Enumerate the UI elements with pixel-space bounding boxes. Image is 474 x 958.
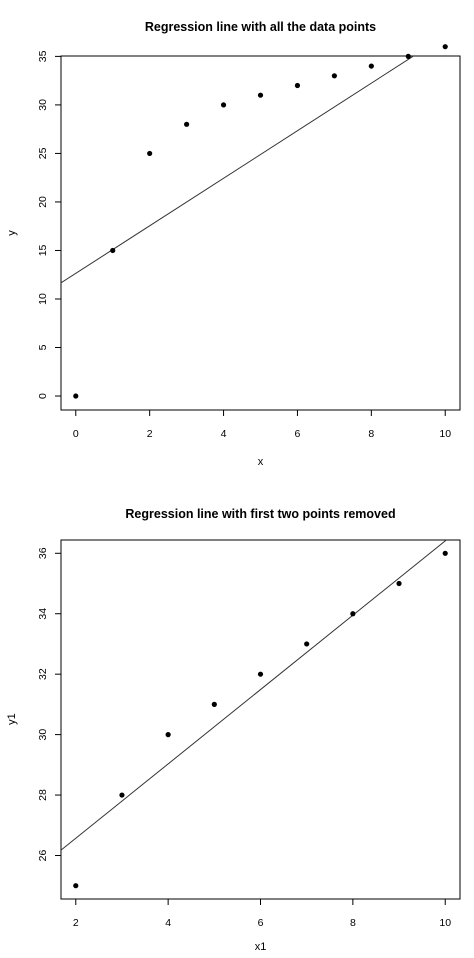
chart-1-y-axis-label: y xyxy=(6,230,18,236)
chart-1-data-point xyxy=(368,63,374,69)
chart-2-y-tick-label: 30 xyxy=(37,729,49,741)
chart-2-x-tick-label: 10 xyxy=(439,917,451,929)
chart-2-x-tick-label: 2 xyxy=(73,917,79,929)
chart-1-data-point xyxy=(184,121,190,127)
chart-1-x-tick-label: 4 xyxy=(221,428,227,440)
chart-1-data-point xyxy=(331,73,337,79)
chart-2-data-point xyxy=(211,701,217,707)
chart-1-x-tick-label: 2 xyxy=(147,428,153,440)
chart-2-plot-frame xyxy=(60,539,461,900)
chart-2-x-axis: 2 4 6 8 10 xyxy=(73,899,451,929)
chart-1: Regression line with all the data points… xyxy=(6,20,461,468)
chart-2-title: Regression line with first two points re… xyxy=(125,507,395,521)
chart-1-data-point xyxy=(110,247,116,254)
chart-2-y-axis-label: y1 xyxy=(6,713,18,725)
chart-2-data-point xyxy=(257,671,264,677)
chart-1-x-tick-label: 10 xyxy=(439,428,451,440)
chart-1-y-tick-label: 20 xyxy=(37,196,49,208)
chart-1-x-axis-label: x xyxy=(258,456,264,468)
chart-2-y-tick-label: 32 xyxy=(37,668,49,680)
chart-1-y-tick-label: 0 xyxy=(37,393,49,399)
chart-1-y-tick-label: 25 xyxy=(37,147,49,159)
chart-2-x-tick-label: 6 xyxy=(258,917,264,929)
chart-2-x-axis-label: x1 xyxy=(255,941,267,953)
chart-1-plot-frame xyxy=(60,55,461,411)
chart-1-x-axis: 0 2 4 6 8 10 xyxy=(73,410,451,440)
chart-1-data-point xyxy=(147,150,153,157)
chart-1-regression-layer xyxy=(61,56,415,284)
chart-1-data-point xyxy=(73,393,79,399)
chart-2-y-tick-label: 34 xyxy=(37,608,49,620)
chart-2-data-point xyxy=(304,641,310,647)
chart-1-regression-line xyxy=(61,56,415,284)
chart-1-y-tick-label: 35 xyxy=(37,50,49,62)
chart-2-points-layer xyxy=(73,550,448,889)
chart-2-data-point xyxy=(119,792,125,798)
chart-2-y-tick-label: 28 xyxy=(37,789,49,801)
chart-1-x-tick-label: 0 xyxy=(73,428,79,440)
chart-1-y-tick-label: 15 xyxy=(37,244,49,256)
chart-2-regression-line xyxy=(61,540,448,851)
chart-1-x-tick-label: 8 xyxy=(368,428,374,440)
chart-1-x-tick-label: 6 xyxy=(295,428,301,440)
chart-1-data-point xyxy=(220,102,227,108)
chart-1-data-point xyxy=(442,44,448,50)
chart-1-y-tick-label: 5 xyxy=(37,344,49,350)
chart-1-points-layer xyxy=(73,44,448,399)
chart-2-y-tick-label: 36 xyxy=(37,547,49,559)
chart-1-title: Regression line with all the data points xyxy=(145,20,376,34)
chart-2: Regression line with first two points re… xyxy=(6,507,461,953)
chart-1-data-point xyxy=(294,82,301,89)
chart-2-data-point xyxy=(442,550,448,556)
chart-2-data-point xyxy=(73,883,79,889)
chart-2-x-tick-label: 8 xyxy=(350,917,356,929)
chart-2-regression-layer xyxy=(61,540,448,851)
chart-2-x-tick-label: 4 xyxy=(165,917,171,929)
chart-1-y-tick-label: 30 xyxy=(37,99,49,111)
chart-2-y-axis: 26 28 30 32 34 36 xyxy=(37,547,61,861)
chart-2-data-point xyxy=(396,580,402,587)
chart-2-data-point xyxy=(165,732,171,738)
chart-1-y-axis: 0 5 10 15 20 25 30 35 xyxy=(37,50,61,399)
chart-2-y-tick-label: 26 xyxy=(37,849,49,861)
chart-2-data-point xyxy=(350,611,356,617)
chart-1-data-point xyxy=(257,92,264,98)
chart-1-y-tick-label: 10 xyxy=(37,293,49,305)
chart-1-data-point xyxy=(405,53,411,59)
